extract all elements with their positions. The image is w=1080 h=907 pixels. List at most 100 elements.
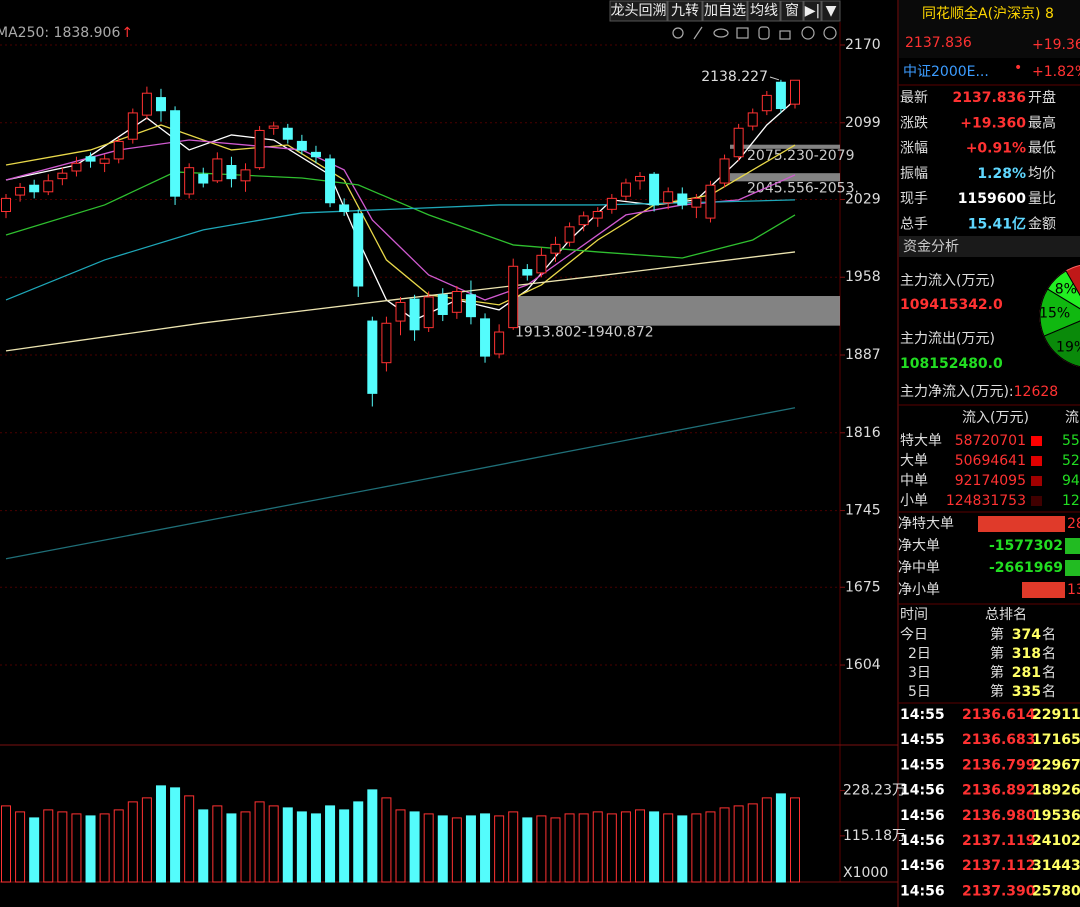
toolbar-button[interactable] (702, 0, 748, 22)
net-label: 主力净流入(万元): (900, 384, 1014, 400)
candle-body (310, 151, 321, 158)
quote-title: 同花顺全A(沪深京) 8 (922, 5, 1054, 22)
volume-bar (423, 813, 434, 883)
pie-label: 8% (1055, 281, 1077, 297)
volume-bar (635, 809, 646, 883)
candle-body (29, 184, 40, 193)
candle-body (677, 193, 688, 206)
moving-average (5, 99, 796, 321)
flow-label: 大单 (900, 453, 928, 469)
net-flow-bar (978, 516, 1065, 532)
pie-label: 19% (1056, 339, 1080, 355)
volume-bar (296, 811, 307, 883)
volume-bar (254, 801, 265, 883)
icon[interactable] (672, 27, 684, 39)
net-flow-value: -2661969 (989, 560, 1063, 576)
flow-label: 小单 (900, 493, 928, 509)
icon[interactable] (823, 26, 837, 40)
toolbar-button[interactable] (821, 0, 841, 22)
toolbar-label: 加自选 (704, 3, 746, 19)
volume-bar (184, 795, 195, 883)
icon[interactable] (693, 26, 703, 40)
outflow-value: 108152480.0 (900, 356, 1003, 372)
moving-average (5, 199, 796, 301)
volume-bar (1, 805, 11, 883)
candle-body (240, 169, 251, 182)
toolbar-button[interactable] (609, 0, 668, 22)
flow-indicator (1031, 476, 1042, 486)
volume-bar (85, 815, 96, 883)
volume-bar (212, 805, 223, 883)
candle-body (268, 125, 279, 129)
candle-body (592, 211, 603, 219)
icon[interactable] (736, 27, 749, 39)
volume-bar (155, 785, 166, 883)
icon[interactable] (801, 26, 815, 40)
y-tick-label: 228.23万 (843, 783, 906, 799)
candle-body (141, 92, 152, 116)
candle-body (71, 162, 82, 172)
quote-label: 振幅 (900, 166, 928, 182)
flow-value: 50694641 (955, 453, 1026, 469)
y-tick-label: 2099 (845, 115, 881, 131)
y-tick-label: 1958 (845, 269, 881, 285)
trade-price: 2137.112 (962, 858, 1036, 874)
toolbar-button[interactable] (747, 0, 781, 22)
candle-body (325, 158, 336, 204)
icon[interactable] (713, 28, 729, 38)
section-bar (899, 236, 1080, 257)
candle-body (43, 180, 54, 193)
icon[interactable] (758, 26, 770, 40)
trade-price: 2136.892 (962, 783, 1036, 799)
candle-body (57, 172, 68, 180)
candle-body (395, 301, 406, 322)
quote-value: 1.28% (977, 166, 1026, 182)
net-flow-bar (1065, 560, 1080, 576)
rank-value: 374 (1012, 627, 1041, 643)
candle-body (423, 296, 434, 329)
volume-bar (29, 817, 40, 883)
table-header: 流入(万元) (962, 410, 1029, 426)
toolbar-button[interactable] (667, 0, 703, 22)
volume-bar (170, 787, 181, 883)
volume-bar (127, 801, 138, 883)
candle-body (451, 290, 462, 313)
volume-bar (733, 805, 744, 883)
ma-arrow: ↑ (121, 25, 133, 41)
toolbar-button[interactable] (780, 0, 804, 22)
volume-bar (536, 815, 547, 883)
volume-bar (592, 811, 603, 883)
volume-bar (113, 809, 124, 883)
trade-price: 2137.119 (962, 833, 1036, 849)
icon[interactable] (779, 30, 791, 40)
candle-body (212, 158, 223, 182)
y-tick-label: 1745 (845, 503, 881, 519)
toolbar-button[interactable] (803, 0, 822, 22)
volume-bar (71, 813, 82, 883)
net-flow-label: 净中单 (898, 560, 940, 576)
candle-body (747, 112, 758, 127)
price-zone (730, 144, 840, 149)
flow-value: 124831753 (946, 493, 1026, 509)
zone-label: 2075.230-2079 (747, 148, 854, 164)
volume-bar (606, 813, 617, 883)
volume-bar (677, 815, 688, 883)
volume-bar (339, 809, 350, 883)
volume-bar (550, 817, 561, 883)
candle-body (606, 197, 617, 210)
toolbar-label: 均线 (750, 3, 778, 19)
net-flow-value: -1577302 (989, 538, 1063, 554)
trade-time: 14:56 (900, 833, 945, 849)
toolbar-label: ▶| (805, 3, 820, 19)
candle-body (282, 127, 293, 140)
candle-body (578, 215, 589, 226)
net-flow-value: 13 (1067, 582, 1080, 598)
last-price: 2137.836 (905, 35, 972, 51)
candle-body (198, 173, 209, 184)
related-index: 中证2000E... (903, 64, 989, 80)
trade-time: 14:56 (900, 808, 945, 824)
candle-body (761, 94, 772, 112)
rank-period: 3日 (908, 665, 931, 681)
trade-time: 14:55 (900, 757, 945, 773)
